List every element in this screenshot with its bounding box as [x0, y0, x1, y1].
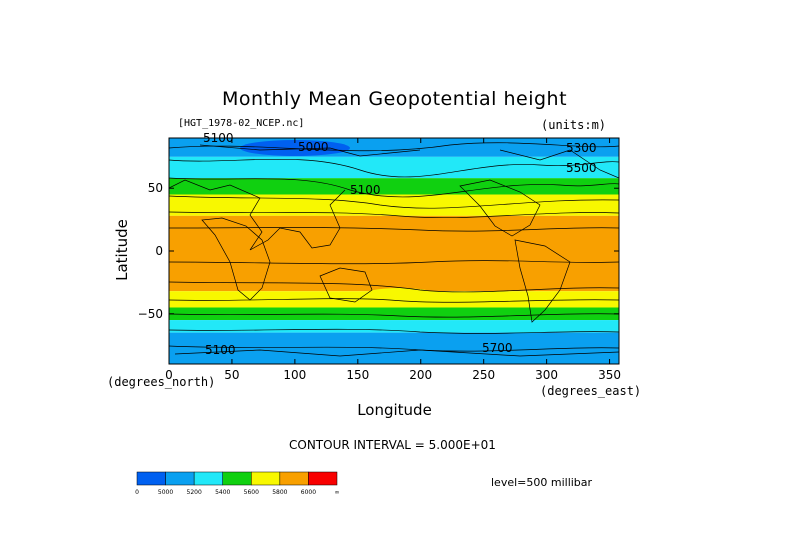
continent-outline: [174, 349, 619, 357]
x-tick-label: 350: [598, 368, 621, 382]
colorbar-swatch: [279, 471, 309, 486]
continent-outline: [459, 179, 541, 237]
colorbar-label: 0: [135, 489, 139, 496]
height-band: [169, 215, 619, 292]
height-band: [169, 194, 619, 216]
contour-label: 5100: [205, 343, 236, 357]
contour-line: [169, 142, 619, 152]
units-label: (units:m): [541, 118, 607, 132]
contour-label: 5100: [203, 131, 234, 145]
contour-line: [169, 260, 619, 265]
colorbar-swatch: [193, 471, 223, 486]
x-tick-label: 300: [535, 368, 558, 382]
continent-outline: [199, 144, 421, 157]
y-tick-label: 0: [155, 244, 163, 258]
contour-label: 5000: [298, 140, 329, 154]
chart-title: Monthly Mean Geopotential height: [221, 88, 568, 110]
continent-outline: [514, 239, 571, 323]
contour-line: [169, 313, 619, 318]
x-tick-label: 150: [346, 368, 369, 382]
contour-line: [169, 158, 619, 178]
colorbar-swatch: [165, 471, 195, 486]
contour-line: [169, 328, 619, 334]
contour-label: 5700: [482, 341, 513, 355]
x-tick-label: 250: [472, 368, 495, 382]
file-label: [HGT_1978-02_NCEP.nc]: [178, 118, 305, 129]
colorbar-label: 5200: [187, 489, 202, 496]
y-tick-label: 50: [148, 181, 163, 195]
y-tick-label: −50: [138, 307, 163, 321]
x-tick-label: 200: [409, 368, 432, 382]
colorbar-label: 5000: [158, 489, 173, 496]
x-axis-label: Longitude: [357, 401, 432, 419]
colorbar-label: 5400: [215, 489, 230, 496]
x-tick-label: 50: [224, 368, 239, 382]
contour-line: [169, 177, 619, 198]
colorbar-label: 5800: [272, 489, 287, 496]
continent-outline: [499, 149, 619, 179]
continent-outline: [319, 267, 373, 303]
level-label: level=500 millibar: [491, 476, 593, 489]
x-tick-label: 0: [165, 368, 173, 382]
contour-interval-label: CONTOUR INTERVAL = 5.000E+01: [289, 438, 496, 452]
continent-outline: [201, 217, 271, 301]
continent-outline: [169, 179, 346, 251]
colorbar-swatch: [222, 471, 252, 486]
height-band: [169, 178, 619, 195]
contour-line: [169, 211, 619, 219]
colorbar-label: 6000: [301, 489, 316, 496]
contour-label: 5300: [566, 141, 597, 155]
contour-label: 5500: [566, 161, 597, 175]
low-height-blob: [240, 140, 350, 156]
colorbar-label: ∞: [335, 489, 340, 496]
contour-line: [169, 227, 619, 232]
colorbar-swatch: [308, 471, 338, 486]
contour-line: [169, 281, 619, 293]
colorbar-swatch: [251, 471, 281, 486]
x-unit-label-east: (degrees_east): [540, 384, 642, 398]
contour-line: [169, 195, 619, 209]
x-unit-label: (degrees_north): [107, 375, 216, 389]
x-tick-label: 100: [283, 368, 306, 382]
height-band: [169, 138, 619, 157]
contour-line: [169, 298, 619, 303]
height-band: [169, 156, 619, 179]
colorbar-swatch: [136, 471, 166, 486]
height-band: [169, 307, 619, 321]
colorbar-label: 5600: [244, 489, 259, 496]
yellow-blob: [360, 288, 440, 304]
contour-label: 5100: [350, 183, 381, 197]
